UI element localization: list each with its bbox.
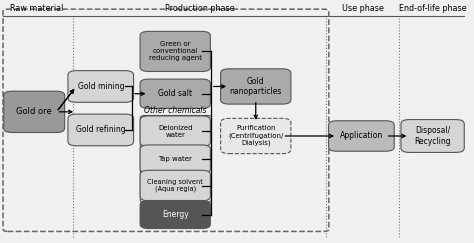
Text: End-of-life phase: End-of-life phase: [399, 4, 466, 13]
Text: Purification
(Centrifugation/
Dialysis): Purification (Centrifugation/ Dialysis): [228, 125, 283, 147]
FancyBboxPatch shape: [68, 71, 134, 102]
Text: Deionized
water: Deionized water: [158, 125, 192, 138]
Text: Gold refining: Gold refining: [76, 125, 126, 134]
FancyBboxPatch shape: [140, 115, 211, 202]
FancyBboxPatch shape: [4, 91, 64, 132]
Text: Gold
nanoparticles: Gold nanoparticles: [229, 77, 282, 96]
Text: Gold salt: Gold salt: [158, 89, 192, 98]
Text: Raw material: Raw material: [10, 4, 64, 13]
FancyBboxPatch shape: [140, 79, 210, 108]
Text: Use phase: Use phase: [342, 4, 383, 13]
Text: Energy: Energy: [162, 210, 189, 219]
FancyBboxPatch shape: [140, 200, 210, 228]
Text: Gold mining: Gold mining: [78, 82, 124, 91]
FancyBboxPatch shape: [328, 121, 394, 151]
Text: Green or
conventional
reducing agent: Green or conventional reducing agent: [149, 42, 202, 61]
FancyBboxPatch shape: [140, 170, 210, 201]
FancyBboxPatch shape: [140, 31, 210, 71]
Text: Production phase: Production phase: [165, 4, 235, 13]
Text: Disposal/
Recycling: Disposal/ Recycling: [414, 126, 451, 146]
Text: Application: Application: [340, 131, 383, 140]
Text: Tap water: Tap water: [158, 156, 192, 162]
Text: Other chemicals: Other chemicals: [144, 106, 207, 115]
FancyBboxPatch shape: [220, 69, 291, 104]
FancyBboxPatch shape: [401, 120, 464, 152]
FancyBboxPatch shape: [220, 118, 291, 154]
FancyBboxPatch shape: [140, 145, 210, 173]
Text: Cleaning solvent
(Aqua regia): Cleaning solvent (Aqua regia): [147, 179, 203, 192]
FancyBboxPatch shape: [68, 114, 134, 146]
Text: Gold ore: Gold ore: [16, 107, 52, 116]
FancyBboxPatch shape: [140, 116, 210, 146]
